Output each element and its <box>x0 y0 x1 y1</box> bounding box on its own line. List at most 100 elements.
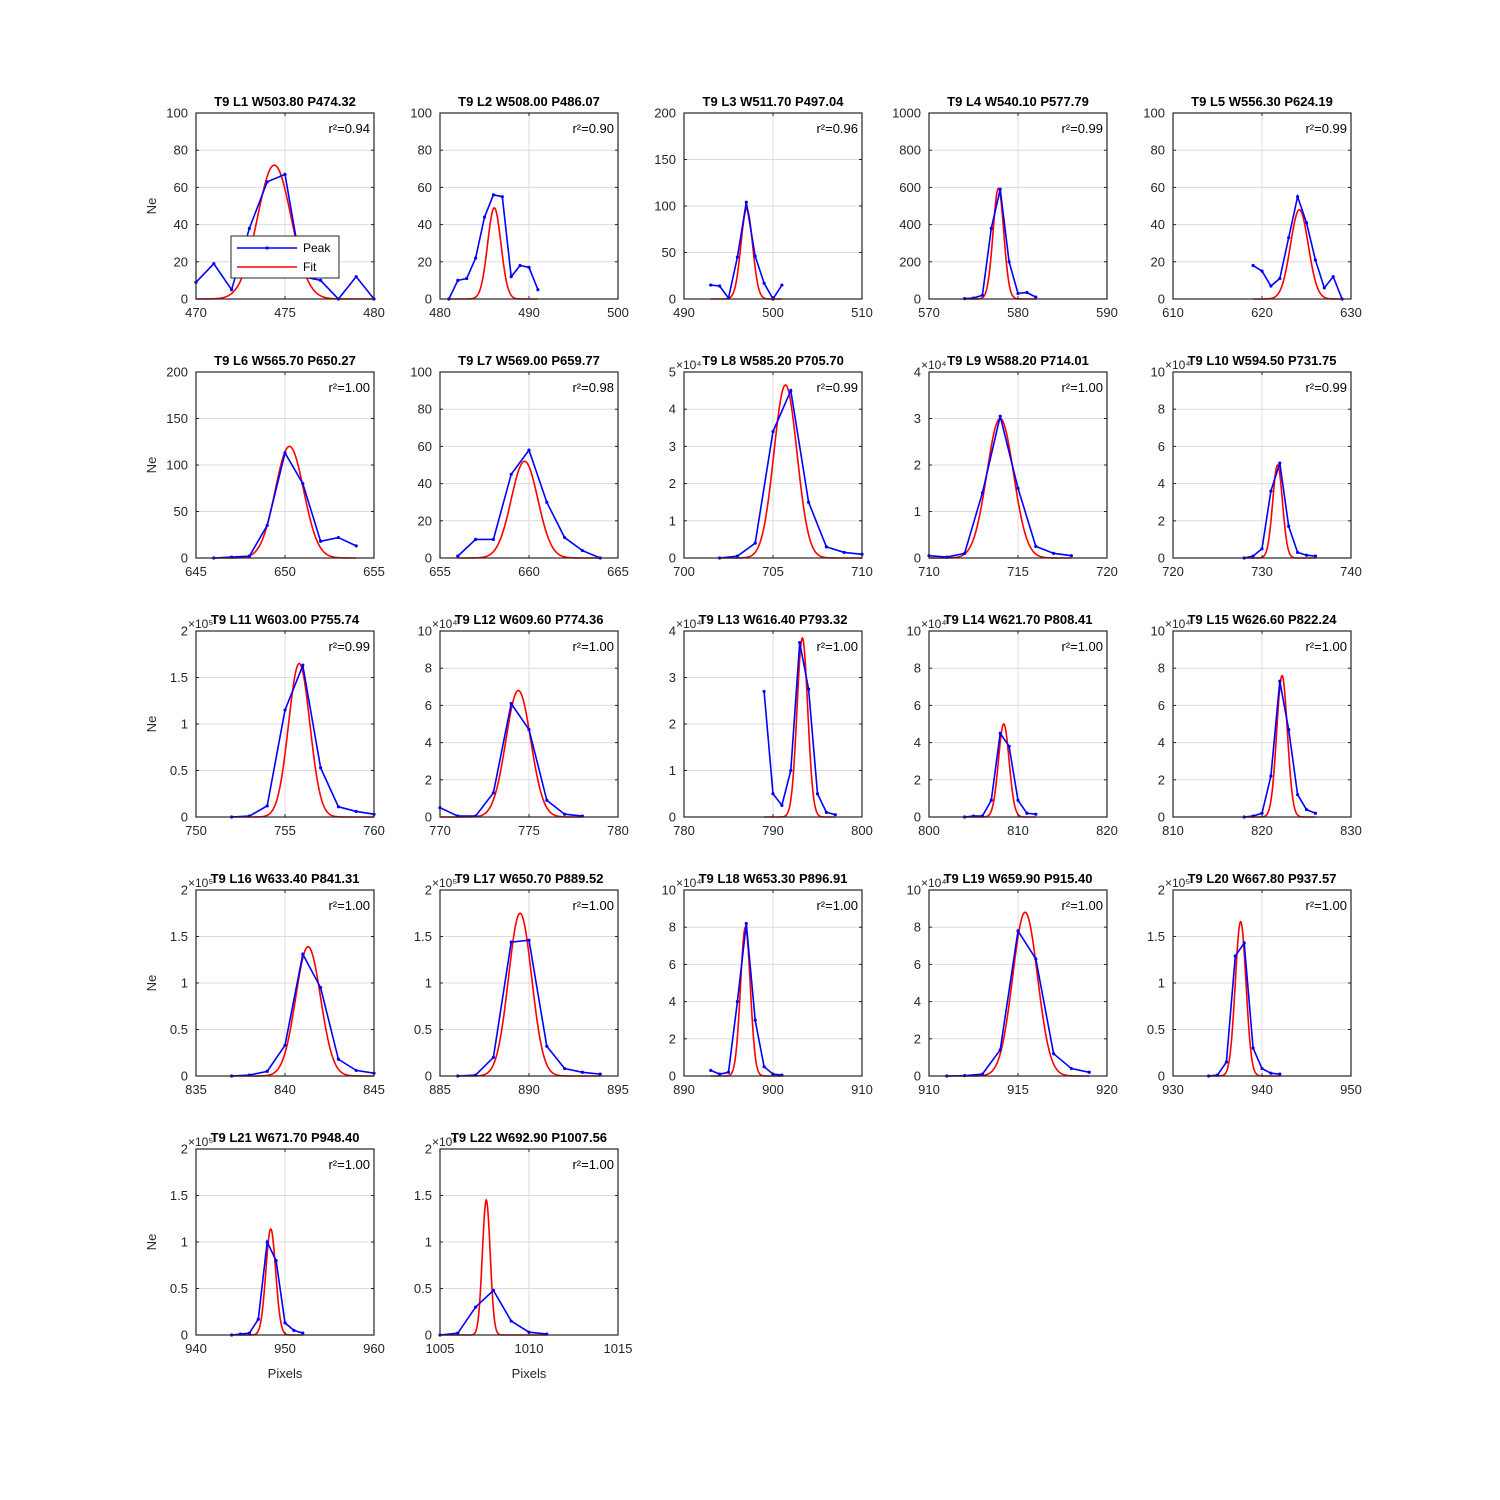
y-tick-label: 6 <box>914 957 921 972</box>
x-tick-label: 510 <box>851 305 873 320</box>
peak-point <box>1304 807 1309 812</box>
r-squared-label: r²=0.99 <box>1305 121 1347 136</box>
y-tick-label: 40 <box>418 217 432 232</box>
r-squared-label: r²=0.99 <box>816 380 858 395</box>
peak-point <box>735 554 740 558</box>
x-tick-label: 950 <box>1340 1082 1362 1097</box>
peak-point <box>292 1328 296 1332</box>
y-tick-label: 0 <box>1158 1069 1165 1084</box>
y-tick-label: 1 <box>425 976 432 991</box>
x-tick-label: 580 <box>1007 305 1029 320</box>
y-tick-label: 0 <box>914 1069 921 1084</box>
peak-point <box>265 1240 269 1244</box>
peak-point <box>798 641 802 645</box>
subplot-title: T9 L11 W603.00 P755.74 <box>211 612 360 627</box>
peak-point <box>1278 1072 1282 1076</box>
y-tick-label: 6 <box>1158 698 1165 713</box>
x-tick-label: 910 <box>851 1082 873 1097</box>
peak-point <box>1287 727 1291 732</box>
x-tick-label: 1010 <box>515 1341 544 1356</box>
peak-point <box>1016 929 1020 933</box>
r-squared-label: r²=1.00 <box>1061 898 1103 913</box>
y-tick-label: 0.5 <box>170 1022 188 1037</box>
y-axis-label: Ne <box>144 198 159 215</box>
y-tick-label: 2 <box>669 717 676 732</box>
x-tick-label: 710 <box>918 564 940 579</box>
x-tick-label: 660 <box>518 564 540 579</box>
y-tick-label: 2 <box>669 476 676 491</box>
peak-point <box>274 1259 278 1263</box>
x-tick-label: 950 <box>274 1341 296 1356</box>
peak-point <box>998 1048 1002 1052</box>
y-tick-label: 20 <box>418 254 432 269</box>
y-tick-label: 4 <box>669 994 676 1009</box>
y-tick-label: 60 <box>1151 180 1165 195</box>
peak-point <box>1278 679 1282 683</box>
y-tick-label: 60 <box>418 180 432 195</box>
y-tick-label: 1 <box>425 1235 432 1250</box>
peak-point <box>718 284 722 288</box>
y-tick-label: 50 <box>174 504 188 519</box>
r-squared-label: r²=1.00 <box>328 380 370 395</box>
y-tick-label: 0 <box>669 1069 676 1084</box>
y-tick-label: 200 <box>899 254 921 269</box>
peak-point <box>500 195 504 199</box>
y-tick-label: 3 <box>669 439 676 454</box>
y-tick-label: 10 <box>662 883 676 898</box>
peak-point <box>1233 954 1237 958</box>
peak-point <box>474 537 478 542</box>
peak-point <box>726 1070 731 1074</box>
x-tick-label: 885 <box>429 1082 451 1097</box>
y-tick-label: 0 <box>181 1069 188 1084</box>
x-tick-label: 720 <box>1162 564 1184 579</box>
peak-point <box>1069 554 1073 558</box>
peak-point <box>509 701 513 706</box>
peak-point <box>247 1331 251 1335</box>
peak-point <box>709 1068 713 1073</box>
peak-point <box>527 727 531 732</box>
y-tick-label: 1 <box>1158 976 1165 991</box>
axis-exponent: ×10⁴ <box>676 876 702 890</box>
x-tick-label: 775 <box>518 823 540 838</box>
y-tick-label: 0 <box>181 1328 188 1343</box>
peak-point <box>1025 290 1029 295</box>
subplot-3: 0 50 100 150 200 490 500 510 T9 L3 W511.70 P497.… <box>654 94 873 320</box>
y-tick-label: 20 <box>1151 254 1165 269</box>
peak-point <box>527 265 531 269</box>
y-tick-label: 2 <box>181 1142 188 1157</box>
y-tick-label: 0 <box>181 551 188 566</box>
subplot-title: T9 L10 W594.50 P731.75 <box>1188 353 1337 368</box>
y-tick-label: 10 <box>907 624 921 639</box>
axis-exponent: ×10⁴ <box>921 876 947 890</box>
y-tick-label: 4 <box>914 994 921 1009</box>
y-tick-label: 40 <box>174 217 188 232</box>
y-tick-label: 1 <box>669 763 676 778</box>
peak-point <box>1296 195 1300 199</box>
y-tick-label: 0 <box>181 810 188 825</box>
y-axis-label: Ne <box>144 457 159 474</box>
peak-point <box>230 288 234 292</box>
y-tick-label: 2 <box>914 458 921 473</box>
y-tick-label: 8 <box>914 661 921 676</box>
peak-point <box>1087 1070 1091 1074</box>
x-axis-label: Pixels <box>268 1366 303 1381</box>
subplot-1: 0 20 40 60 80 100 470 475 480 T9 L1 W503.80 P474.… <box>144 94 385 320</box>
x-tick-label: 480 <box>363 305 385 320</box>
y-tick-label: 100 <box>166 458 188 473</box>
peak-point <box>491 1055 495 1059</box>
peak-point <box>744 921 748 926</box>
x-tick-label: 490 <box>518 305 540 320</box>
y-tick-label: 0 <box>1158 551 1165 566</box>
axis-exponent: ×10⁴ <box>1165 617 1191 631</box>
y-tick-label: 20 <box>418 513 432 528</box>
peak-point <box>283 1043 287 1047</box>
y-tick-label: 4 <box>914 735 921 750</box>
peak-point <box>1034 957 1038 961</box>
y-tick-label: 6 <box>425 698 432 713</box>
x-tick-label: 890 <box>673 1082 695 1097</box>
legend: Peak Fit <box>230 235 340 279</box>
